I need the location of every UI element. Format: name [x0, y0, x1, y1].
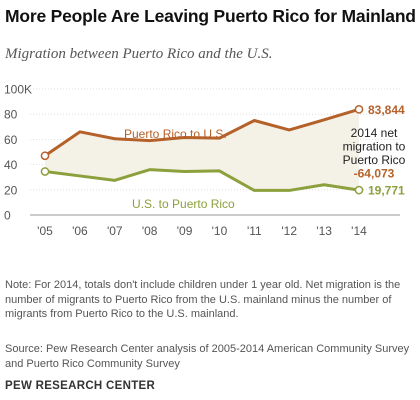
annotation-text: migration to	[343, 140, 406, 154]
series-line-pr-to-us	[44, 107, 360, 158]
series-label-pr-to-us: Puerto Rico to U.S.	[124, 127, 227, 141]
y-tick-label: 20	[4, 183, 18, 197]
x-tick-label: '09	[177, 224, 193, 238]
x-tick-label: '13	[316, 224, 332, 238]
net-migration-area	[45, 109, 359, 191]
end-value-pr-to-us: 83,844	[368, 103, 405, 117]
x-tick-label: '10	[212, 224, 228, 238]
chart-title: More People Are Leaving Puerto Rico for …	[5, 6, 416, 26]
chart-note: Note: For 2014, totals don't include chi…	[5, 278, 417, 322]
series-endpoint-marker	[354, 185, 364, 195]
x-tick-label: '07	[107, 224, 123, 238]
line-chart: 0 20 40 60 80 100K '05 '06 '07 '08 '09 '10 '11 '12 '13…	[4, 83, 406, 239]
x-tick-label: '11	[247, 224, 262, 238]
annotation-text: Puerto Rico	[343, 153, 406, 167]
y-tick-label: 0	[4, 209, 11, 223]
x-tick-label: '12	[281, 224, 297, 238]
annotation-text: 2014 net	[351, 126, 398, 140]
series-line-us-to-pr	[44, 168, 360, 192]
series-endpoint-marker	[354, 105, 364, 114]
chart-subtitle: Migration between Puerto Rico and the U.…	[5, 46, 273, 62]
y-tick-label: 80	[4, 108, 18, 122]
x-tick-label: '08	[142, 224, 158, 238]
y-tick-label: 100K	[4, 83, 32, 97]
x-tick-label: '05	[37, 224, 53, 238]
annotation-value: -64,073	[354, 167, 395, 181]
x-tick-label: '06	[72, 224, 88, 238]
end-value-us-to-pr: 19,771	[368, 184, 405, 198]
series-label-us-to-pr: U.S. to Puerto Rico	[132, 197, 235, 211]
series-endpoint-marker	[40, 151, 50, 161]
series-endpoint-marker	[40, 167, 50, 176]
note-text: Note: For 2014, totals don't include chi…	[5, 279, 401, 320]
brand-logo-text: PEW RESEARCH CENTER	[5, 380, 156, 392]
chart-source: Source: Pew Research Center analysis of …	[5, 343, 410, 370]
y-tick-label: 60	[4, 133, 18, 147]
y-tick-label: 40	[4, 158, 18, 172]
x-tick-label: '14	[351, 224, 367, 238]
